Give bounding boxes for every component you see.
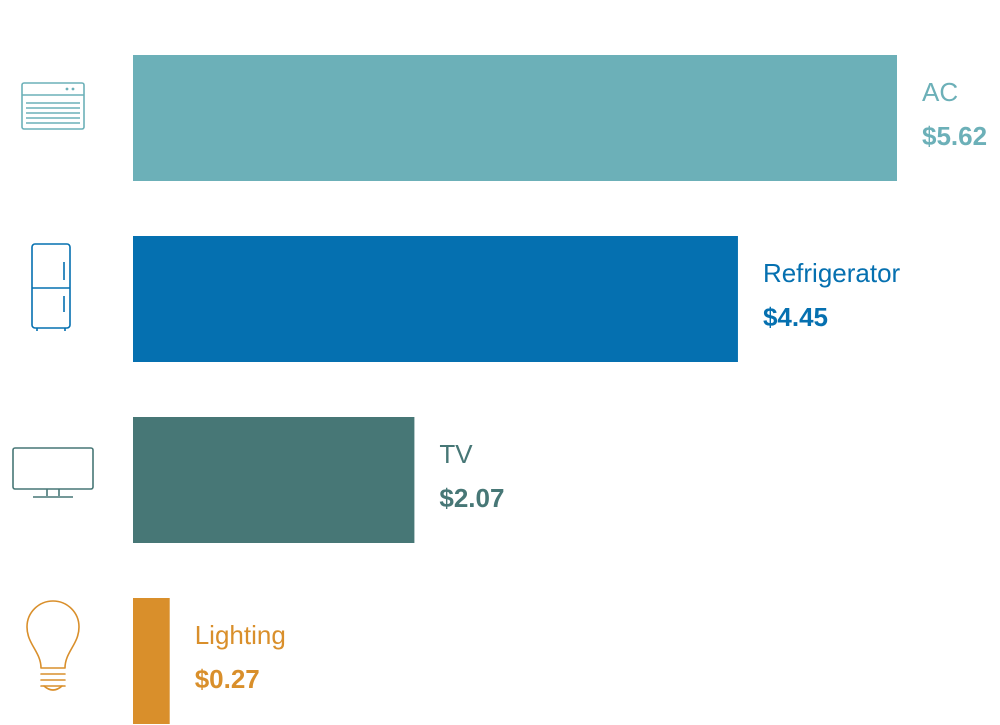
chart-row-refrigerator: Refrigerator $4.45 bbox=[31, 236, 901, 362]
chart-row-lighting: Lighting $0.27 bbox=[26, 598, 286, 724]
value-label-tv: $2.07 bbox=[439, 483, 504, 513]
refrigerator-icon bbox=[31, 243, 71, 331]
light-bulb-icon bbox=[26, 600, 80, 691]
chart-row-tv: TV $2.07 bbox=[12, 417, 504, 543]
bar-tv bbox=[133, 417, 415, 543]
category-label-lighting: Lighting bbox=[195, 620, 286, 650]
value-label-lighting: $0.27 bbox=[195, 664, 260, 694]
value-label-refrigerator: $4.45 bbox=[763, 302, 828, 332]
category-label-refrigerator: Refrigerator bbox=[763, 258, 901, 288]
chart-row-ac: AC $5.62 bbox=[21, 55, 987, 181]
value-label-ac: $5.62 bbox=[922, 121, 987, 151]
bar-ac bbox=[133, 55, 897, 181]
tv-icon bbox=[12, 447, 94, 498]
category-label-tv: TV bbox=[439, 439, 473, 469]
air-conditioner-icon bbox=[21, 82, 85, 130]
bar-lighting bbox=[133, 598, 170, 724]
category-label-ac: AC bbox=[922, 77, 958, 107]
bar-refrigerator bbox=[133, 236, 738, 362]
